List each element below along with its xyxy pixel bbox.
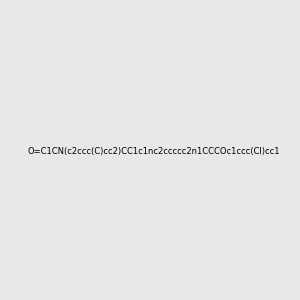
Text: O=C1CN(c2ccc(C)cc2)CC1c1nc2ccccc2n1CCCOc1ccc(Cl)cc1: O=C1CN(c2ccc(C)cc2)CC1c1nc2ccccc2n1CCCOc… bbox=[28, 147, 280, 156]
